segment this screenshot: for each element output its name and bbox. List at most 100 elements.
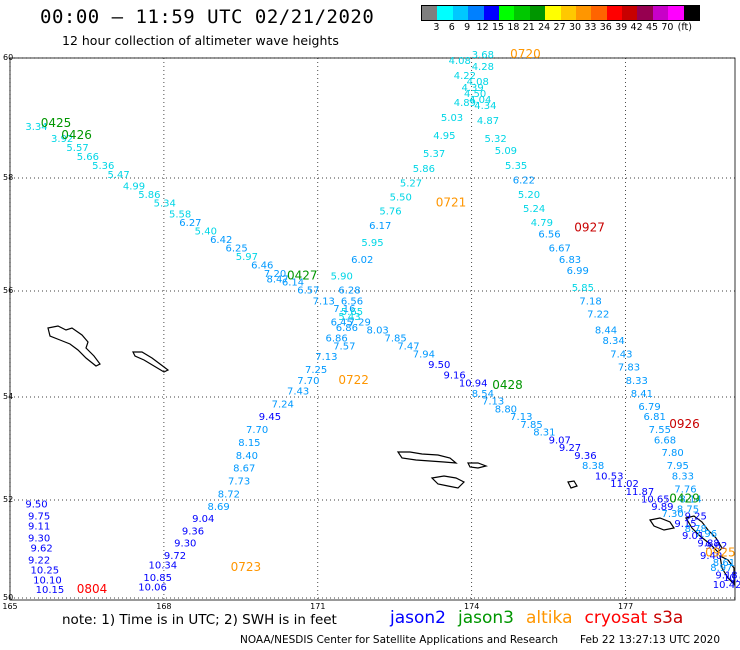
wave-height-label: 5.43 — [338, 312, 360, 323]
wave-height-label: 4.28 — [472, 62, 494, 73]
wave-height-label: 4.99 — [123, 181, 145, 192]
pass-time-label: 0723 — [231, 560, 262, 574]
wave-height-label: 7.20 — [264, 269, 286, 280]
coastline-island-6 — [567, 480, 578, 489]
wave-height-label: 5.34 — [154, 198, 176, 209]
wave-height-label: 6.68 — [654, 435, 676, 446]
color-scale-cell — [560, 6, 576, 20]
wave-height-label: 7.73 — [228, 477, 250, 488]
wave-height-label: 9.36 — [574, 451, 596, 462]
footer-note: note: 1) Time is in UTC; 2) SWH is in fe… — [62, 612, 337, 628]
lat-tick-label: 50 — [3, 593, 13, 602]
wave-height-label: 9.22 — [28, 556, 50, 567]
wave-height-label: 6.56 — [341, 296, 363, 307]
wave-height-label: 7.47 — [397, 341, 419, 352]
credit-timestamp: Feb 22 13:27:13 UTC 2020 — [580, 634, 720, 646]
color-scale-label: 33 — [584, 22, 597, 33]
lat-tick-label: 52 — [3, 495, 13, 504]
wave-height-label: 7.57 — [333, 341, 355, 352]
coastline-island-2 — [132, 351, 170, 373]
pass-time-label: 0427 — [287, 269, 318, 283]
wave-height-label: 7.13 — [510, 412, 532, 423]
wave-height-label: 9.75 — [28, 512, 50, 523]
wave-height-label: 7.22 — [587, 310, 609, 321]
wave-height-label: 7.96 — [695, 529, 717, 540]
wave-height-label: 7.16 — [333, 304, 355, 315]
wave-height-label: 4.22 — [454, 71, 476, 82]
wave-height-label: 8.14 — [679, 494, 701, 505]
wave-height-label: 5.32 — [485, 134, 507, 145]
color-scale-label: 18 — [507, 22, 520, 33]
wave-height-label: 5.20 — [518, 190, 540, 201]
lat-tick-label: 54 — [3, 392, 13, 401]
color-scale-label: 9 — [464, 22, 471, 33]
wave-height-label: 5.27 — [400, 178, 422, 189]
wave-height-label: 5.40 — [195, 227, 217, 238]
wave-height-label: 8.41 — [631, 389, 653, 400]
wave-height-label: 9.40 — [700, 551, 722, 562]
wave-height-label: 8.44 — [595, 325, 617, 336]
wave-height-label: 5.86 — [413, 164, 435, 175]
color-scale-label: 15 — [491, 22, 505, 33]
color-scale-label: 30 — [568, 22, 582, 33]
wave-height-label: 5.86 — [138, 190, 160, 201]
wave-height-label: 8.97 — [710, 563, 732, 574]
color-scale-label: (ft) — [677, 22, 692, 33]
wave-height-label: 6.02 — [351, 255, 373, 266]
wave-height-label: 9.16 — [443, 370, 465, 381]
wave-height-label: 9.62 — [705, 541, 727, 552]
wave-height-label: 6.81 — [644, 412, 666, 423]
color-scale-cell — [652, 6, 669, 20]
wave-height-label: 10.85 — [143, 573, 172, 584]
wave-height-label: 6.57 — [297, 286, 319, 297]
wave-height-label: 9.89 — [651, 502, 673, 513]
color-scale-cell — [514, 6, 530, 20]
wave-height-label: 8.67 — [233, 464, 255, 475]
wave-height-label: 6.86 — [336, 323, 358, 334]
pass-time-label: 0426 — [61, 128, 92, 142]
wave-height-label: 4.89 — [454, 98, 476, 109]
wave-height-label: 8.54 — [472, 389, 494, 400]
wave-height-label: 6.17 — [369, 221, 391, 232]
color-scale-cell — [498, 6, 515, 20]
wave-height-label: 5.24 — [523, 204, 545, 215]
color-scale-cell — [575, 6, 592, 20]
color-scale-label: 42 — [630, 22, 643, 33]
wave-height-label: 4.95 — [433, 131, 455, 142]
wave-height-label: 7.29 — [349, 317, 371, 328]
color-scale-label: 36 — [599, 22, 612, 33]
wave-height-label: 8.75 — [677, 504, 699, 515]
pass-time-label: 0721 — [436, 195, 467, 209]
legend-cryosat: cryosat — [584, 608, 648, 628]
lon-tick-label: 168 — [156, 602, 171, 611]
wave-height-label: 6.22 — [513, 176, 535, 187]
wave-height-label: 7.25 — [305, 365, 327, 376]
wave-height-label: 7.55 — [649, 425, 671, 436]
wave-height-label: 9.11 — [28, 521, 50, 532]
wave-height-label: 5.35 — [505, 161, 527, 172]
wave-height-label: 9.36 — [182, 526, 204, 537]
wave-height-label: 3.68 — [472, 50, 494, 61]
wave-height-label: 7.85 — [384, 333, 406, 344]
wave-height-label: 9.27 — [559, 443, 581, 454]
wave-height-label: 10.94 — [459, 378, 488, 389]
color-scale-label: 6 — [448, 22, 455, 33]
wave-height-label: 8.38 — [582, 461, 604, 472]
wave-height-label: 7.70 — [297, 376, 319, 387]
lat-tick-label: 56 — [3, 286, 13, 295]
color-scale-legend: 3 6 9 12 15 18 21 24 27 30 33 36 39 42 45 70 (ft) — [421, 5, 701, 33]
wave-height-label: 10.25 — [31, 566, 60, 577]
color-scale-cell — [591, 6, 607, 20]
wave-height-label: 5.58 — [169, 210, 191, 221]
wave-height-label: 5.97 — [236, 252, 258, 263]
wave-height-label: 8.47 — [267, 275, 289, 286]
wave-height-label: 6.56 — [538, 229, 560, 240]
legend-jason3: jason3 — [458, 608, 514, 628]
color-scale-cell — [637, 6, 653, 20]
wave-height-label: 7.76 — [674, 484, 696, 495]
lon-tick-label: 165 — [2, 602, 17, 611]
wave-height-label: 10.65 — [641, 494, 670, 505]
color-scale-label: 70 — [661, 22, 674, 33]
color-scale-label: 39 — [615, 22, 628, 33]
